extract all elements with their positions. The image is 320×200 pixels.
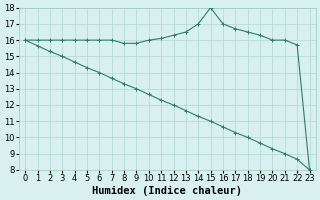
X-axis label: Humidex (Indice chaleur): Humidex (Indice chaleur) xyxy=(92,186,242,196)
